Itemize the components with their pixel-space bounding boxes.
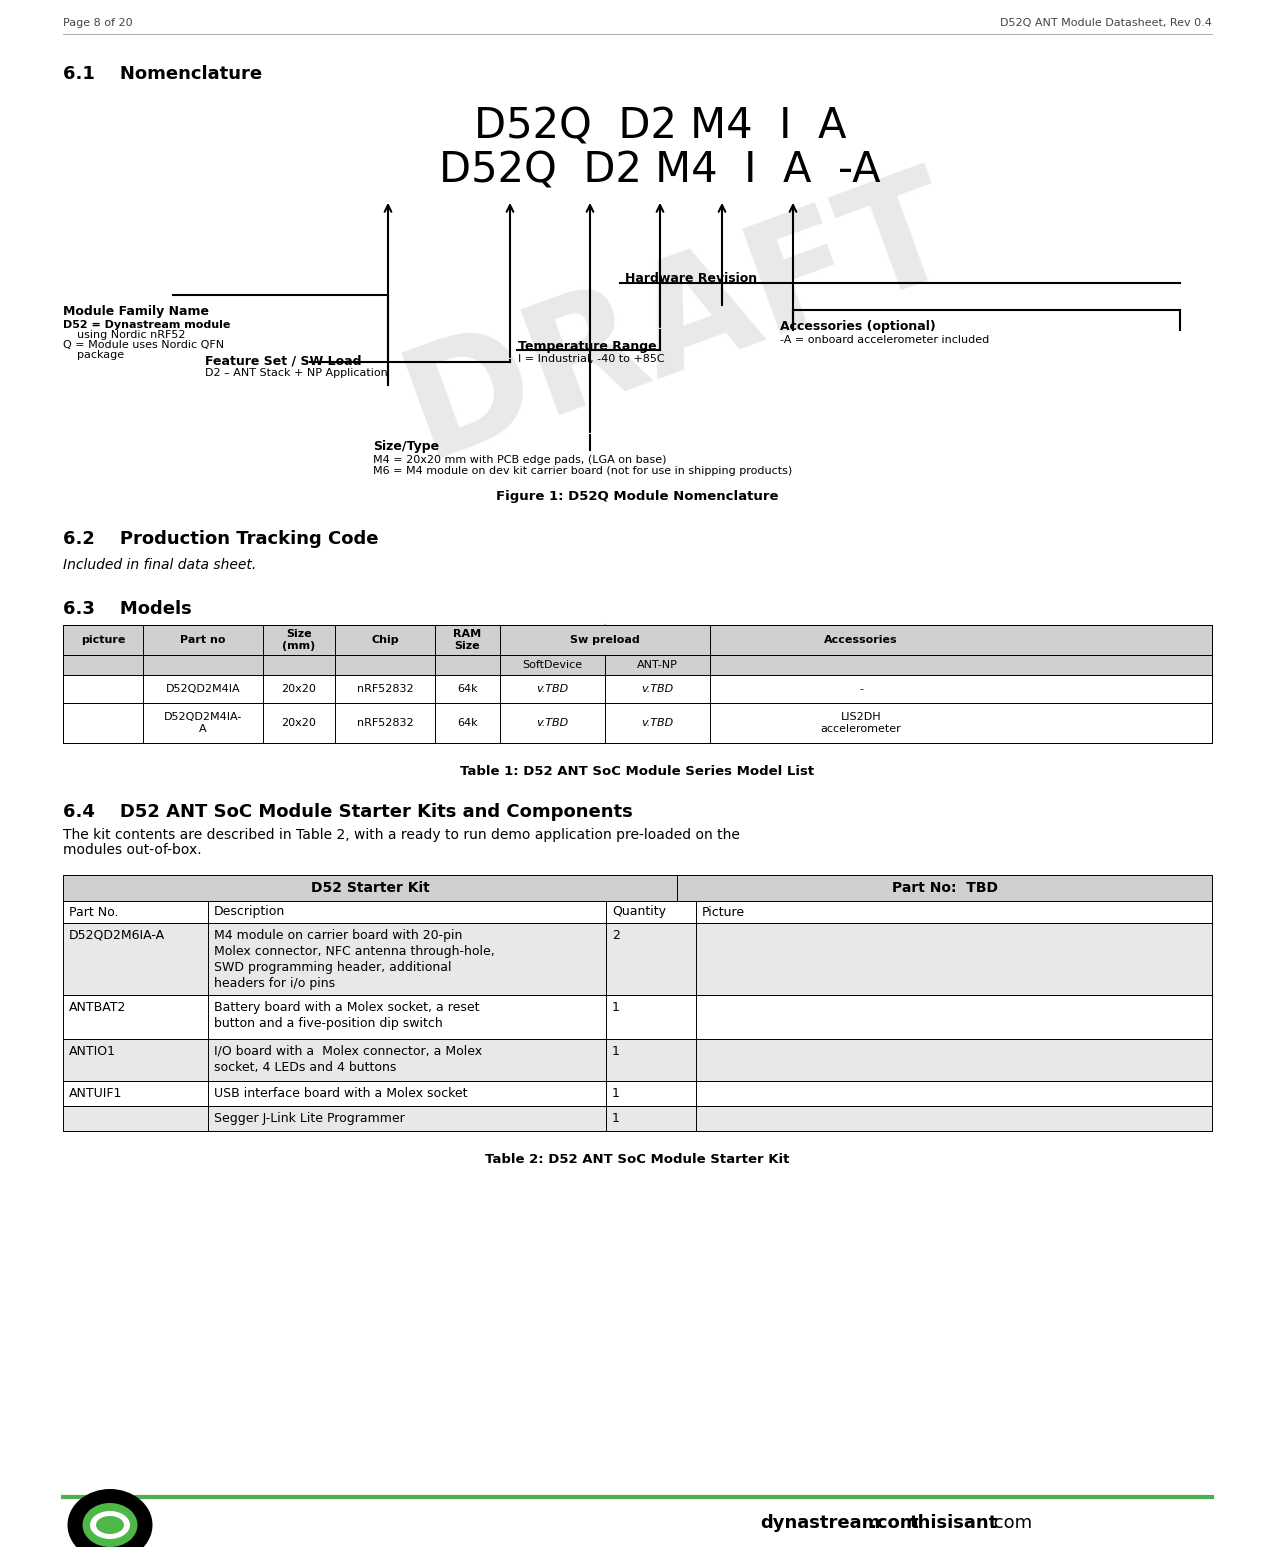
Text: Part no: Part no — [180, 634, 226, 645]
Text: M4 module on carrier board with 20-pin
Molex connector, NFC antenna through-hole: M4 module on carrier board with 20-pin M… — [214, 930, 495, 990]
Bar — [62, 900, 1213, 924]
Text: USB interface board with a Molex socket: USB interface board with a Molex socket — [214, 1088, 468, 1100]
Text: ANTIO1: ANTIO1 — [69, 1046, 116, 1058]
Text: package: package — [76, 350, 124, 360]
Text: D52QD2M4IA-
A: D52QD2M4IA- A — [163, 712, 242, 733]
Text: Size/Type: Size/Type — [374, 439, 439, 453]
Text: 1: 1 — [612, 1001, 620, 1013]
Text: Accessories: Accessories — [824, 634, 898, 645]
Text: Table 2: D52 ANT SoC Module Starter Kit: Table 2: D52 ANT SoC Module Starter Kit — [484, 1153, 789, 1166]
Text: 6.3    Models: 6.3 Models — [62, 600, 191, 617]
Text: Quantity: Quantity — [612, 905, 666, 919]
Text: Part No.: Part No. — [69, 905, 119, 919]
Text: D52QD2M6IA-A: D52QD2M6IA-A — [69, 930, 166, 942]
Text: v.TBD: v.TBD — [641, 684, 673, 695]
Text: Q = Module uses Nordic QFN: Q = Module uses Nordic QFN — [62, 340, 224, 350]
Text: nRF52832: nRF52832 — [357, 718, 413, 729]
Text: D2 – ANT Stack + NP Application: D2 – ANT Stack + NP Application — [205, 368, 388, 377]
Text: Figure 1: D52Q Module Nomenclature: Figure 1: D52Q Module Nomenclature — [496, 490, 778, 503]
Bar — [62, 654, 1213, 674]
Text: Battery board with a Molex socket, a reset
button and a five-position dip switch: Battery board with a Molex socket, a res… — [214, 1001, 479, 1030]
Text: Feature Set / SW Load: Feature Set / SW Load — [205, 354, 362, 368]
Text: I = Industrial, -40 to +85C: I = Industrial, -40 to +85C — [518, 354, 664, 364]
Text: DRAFT: DRAFT — [386, 152, 974, 487]
Text: ANTBAT2: ANTBAT2 — [69, 1001, 126, 1013]
Ellipse shape — [96, 1516, 124, 1535]
Text: RAM
Size: RAM Size — [454, 630, 482, 651]
Text: Page 8 of 20: Page 8 of 20 — [62, 19, 133, 28]
Text: 1: 1 — [612, 1088, 620, 1100]
Text: D52Q  D2 M4  I  A: D52Q D2 M4 I A — [474, 105, 847, 147]
Text: Table 1: D52 ANT SoC Module Series Model List: Table 1: D52 ANT SoC Module Series Model… — [460, 766, 813, 778]
Text: Description: Description — [214, 905, 286, 919]
Bar — [62, 924, 1213, 995]
Text: .com: .com — [870, 1515, 924, 1532]
Bar — [62, 674, 1213, 702]
Text: nRF52832: nRF52832 — [357, 684, 413, 695]
Text: Part No:  TBD: Part No: TBD — [891, 880, 997, 896]
Text: Size
(mm): Size (mm) — [282, 630, 316, 651]
Text: SoftDevice: SoftDevice — [523, 661, 583, 670]
Text: 6.2    Production Tracking Code: 6.2 Production Tracking Code — [62, 531, 379, 548]
Text: D52 Starter Kit: D52 Starter Kit — [311, 880, 430, 896]
Text: -A = onboard accelerometer included: -A = onboard accelerometer included — [780, 336, 989, 345]
Text: 6.4    D52 ANT SoC Module Starter Kits and Components: 6.4 D52 ANT SoC Module Starter Kits and … — [62, 803, 632, 821]
Text: thisisant: thisisant — [910, 1515, 998, 1532]
Text: 20x20: 20x20 — [282, 718, 316, 729]
Text: 64k: 64k — [458, 684, 478, 695]
Text: 6.1    Nomenclature: 6.1 Nomenclature — [62, 65, 263, 84]
Bar — [62, 702, 1213, 743]
Text: M4 = 20x20 mm with PCB edge pads, (LGA on base): M4 = 20x20 mm with PCB edge pads, (LGA o… — [374, 455, 667, 466]
Text: D52QD2M4IA: D52QD2M4IA — [166, 684, 240, 695]
Ellipse shape — [83, 1504, 138, 1547]
Text: Chip: Chip — [371, 634, 399, 645]
Text: Module Family Name: Module Family Name — [62, 305, 209, 319]
Text: 64k: 64k — [458, 718, 478, 729]
Bar — [62, 1040, 1213, 1081]
Text: The kit contents are described in Table 2, with a ready to run demo application : The kit contents are described in Table … — [62, 828, 739, 842]
Text: LIS2DH
accelerometer: LIS2DH accelerometer — [821, 712, 901, 733]
Text: Included in final data sheet.: Included in final data sheet. — [62, 558, 256, 572]
Bar — [62, 995, 1213, 1040]
Text: ANTUIF1: ANTUIF1 — [69, 1088, 122, 1100]
Text: v.TBD: v.TBD — [537, 684, 569, 695]
Text: Picture: Picture — [703, 905, 745, 919]
Bar — [62, 1081, 1213, 1106]
Text: Accessories (optional): Accessories (optional) — [780, 320, 936, 333]
Text: Sw preload: Sw preload — [570, 634, 640, 645]
Text: D52Q  D2 M4  I  A  -A: D52Q D2 M4 I A -A — [439, 150, 881, 192]
Text: v.TBD: v.TBD — [641, 718, 673, 729]
Text: v.TBD: v.TBD — [537, 718, 569, 729]
Text: D52 = Dynastream module: D52 = Dynastream module — [62, 320, 231, 330]
Text: Hardware Revision: Hardware Revision — [625, 272, 757, 285]
Text: .com: .com — [988, 1515, 1033, 1532]
Bar — [62, 625, 1213, 654]
Text: I/O board with a  Molex connector, a Molex
socket, 4 LEDs and 4 buttons: I/O board with a Molex connector, a Mole… — [214, 1046, 482, 1074]
Text: using Nordic nRF52: using Nordic nRF52 — [76, 330, 185, 340]
Text: M6 = M4 module on dev kit carrier board (not for use in shipping products): M6 = M4 module on dev kit carrier board … — [374, 466, 792, 476]
Text: Segger J-Link Lite Programmer: Segger J-Link Lite Programmer — [214, 1112, 404, 1125]
Bar — [62, 1106, 1213, 1131]
Bar — [62, 876, 1213, 900]
Text: Temperature Range: Temperature Range — [518, 340, 657, 353]
Text: dynastream: dynastream — [760, 1515, 880, 1532]
Text: modules out-of-box.: modules out-of-box. — [62, 843, 201, 857]
Ellipse shape — [91, 1511, 130, 1539]
Text: picture: picture — [80, 634, 125, 645]
Text: -: - — [859, 684, 863, 695]
Text: 1: 1 — [612, 1046, 620, 1058]
Ellipse shape — [68, 1490, 153, 1547]
Text: 2: 2 — [612, 930, 620, 942]
Text: D52Q ANT Module Datasheet, Rev 0.4: D52Q ANT Module Datasheet, Rev 0.4 — [1000, 19, 1213, 28]
Text: ANT-NP: ANT-NP — [638, 661, 678, 670]
Text: 20x20: 20x20 — [282, 684, 316, 695]
Text: 1: 1 — [612, 1112, 620, 1125]
